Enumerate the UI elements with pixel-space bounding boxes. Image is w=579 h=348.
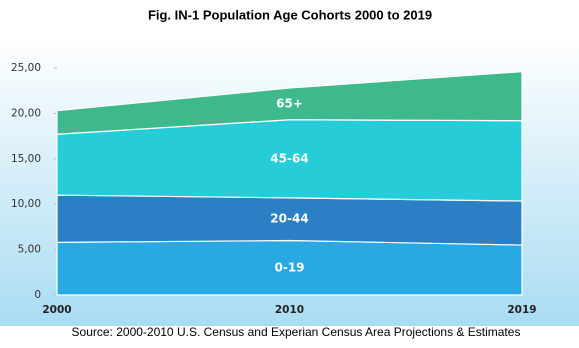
y-tick-label: 10,00 <box>11 198 41 210</box>
x-tick-label: 2010 <box>275 304 304 316</box>
y-tick-label: 0 <box>34 289 41 301</box>
chart-source: Source: 2000-2010 U.S. Census and Experi… <box>72 325 521 339</box>
series-label: 20-44 <box>270 212 308 226</box>
x-tick-label: 2000 <box>42 304 71 316</box>
x-tick-label: 2019 <box>507 304 536 316</box>
series-label: 45-64 <box>270 151 308 165</box>
area <box>56 70 523 135</box>
series-label: 65+ <box>276 96 303 110</box>
series-label: 0-19 <box>274 260 304 274</box>
chart-title: Fig. IN-1 Population Age Cohorts 2000 to… <box>148 7 432 22</box>
plot: 0 5,00 10,00 15,00 20,00 25,00 0-19 20-44 45-64 6… <box>11 62 537 316</box>
y-tick-label: 5,00 <box>18 244 41 256</box>
y-tick-label: 25,00 <box>11 62 41 74</box>
y-tick-label: 15,00 <box>11 153 41 165</box>
y-tick-label: 20,00 <box>11 107 41 119</box>
